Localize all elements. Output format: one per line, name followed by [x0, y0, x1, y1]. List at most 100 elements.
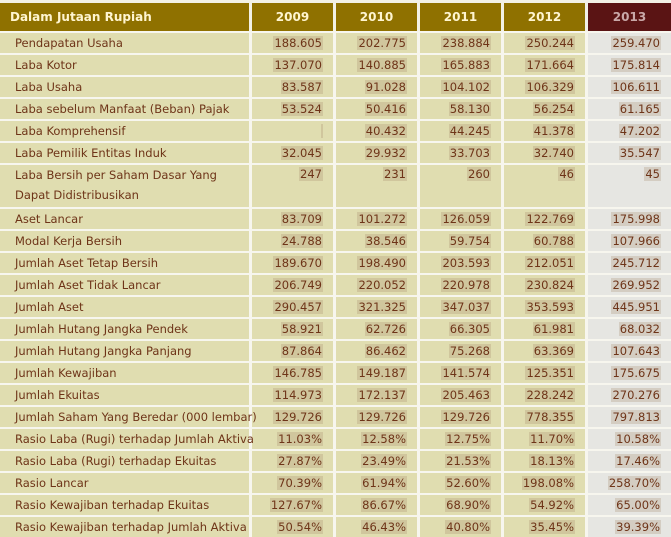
- cell-value: 61.94%: [336, 471, 420, 493]
- cell-value: 797.813: [588, 405, 671, 427]
- cell-value: 59.754: [420, 229, 504, 251]
- value-text: 61.94%: [361, 476, 407, 490]
- cell-value: 137.070: [252, 53, 336, 75]
- value-text: 33.703: [448, 146, 491, 160]
- table-row: Laba Kotor 137.070 140.885 165.883 171.664 17…: [0, 53, 671, 75]
- table-row: Rasio Kewajiban terhadap Jumlah Aktiva 50…: [0, 515, 671, 537]
- cell-value: 107.643: [588, 339, 671, 361]
- cell-value: 149.187: [336, 361, 420, 383]
- cell-value: 106.329: [504, 75, 588, 97]
- cell-value: 44.245: [420, 119, 504, 141]
- value-text: 50.416: [364, 102, 407, 116]
- table-row: Jumlah Kewajiban 146.785 149.187 141.574 125…: [0, 361, 671, 383]
- row-label: Modal Kerja Bersih: [0, 229, 252, 251]
- value-text: 188.605: [273, 36, 323, 50]
- row-label: Jumlah Aset: [0, 295, 252, 317]
- cell-value: 53.524: [252, 97, 336, 119]
- value-text: 12.58%: [361, 432, 407, 446]
- cell-value: [252, 119, 336, 141]
- value-text: 27.87%: [277, 454, 323, 468]
- cell-value: 45: [588, 163, 671, 207]
- value-text: 61.981: [532, 322, 575, 336]
- cell-value: 104.102: [420, 75, 504, 97]
- value-text: 68.032: [618, 322, 661, 336]
- row-label: Jumlah Ekuitas: [0, 383, 252, 405]
- row-label: Rasio Laba (Rugi) terhadap Ekuitas: [0, 449, 252, 471]
- cell-value: 258.70%: [588, 471, 671, 493]
- cell-value: 101.272: [336, 207, 420, 229]
- cell-value: 63.369: [504, 339, 588, 361]
- table-row: Jumlah Aset Tetap Bersih 189.670 198.490 20…: [0, 251, 671, 273]
- cell-value: 56.254: [504, 97, 588, 119]
- value-text: 24.788: [280, 234, 323, 248]
- cell-value: 66.305: [420, 317, 504, 339]
- value-text: 66.305: [448, 322, 491, 336]
- value-text: 29.932: [364, 146, 407, 160]
- value-text: 53.524: [280, 102, 323, 116]
- cell-value: 778.355: [504, 405, 588, 427]
- cell-value: 12.58%: [336, 427, 420, 449]
- cell-value: 165.883: [420, 53, 504, 75]
- row-label: Jumlah Kewajiban: [0, 361, 252, 383]
- value-text: 198.08%: [521, 476, 575, 490]
- cell-value: 205.463: [420, 383, 504, 405]
- cell-value: 83.587: [252, 75, 336, 97]
- cell-value: 127.67%: [252, 493, 336, 515]
- cell-value: 260: [420, 163, 504, 207]
- table-row: Pendapatan Usaha 188.605 202.775 238.884 250…: [0, 31, 671, 53]
- value-text: 146.785: [273, 366, 323, 380]
- cell-value: 23.49%: [336, 449, 420, 471]
- cell-value: 68.90%: [420, 493, 504, 515]
- value-text: 21.53%: [445, 454, 491, 468]
- value-text: 126.059: [441, 212, 491, 226]
- cell-value: 220.978: [420, 273, 504, 295]
- value-text: [321, 124, 323, 138]
- value-text: 165.883: [441, 58, 491, 72]
- value-text: 18.13%: [529, 454, 575, 468]
- value-text: 47.202: [618, 124, 661, 138]
- value-text: 206.749: [273, 278, 323, 292]
- row-label: Laba Bersih per Saham Dasar Yang Dapat D…: [0, 163, 252, 207]
- cell-value: 189.670: [252, 251, 336, 273]
- cell-value: 38.546: [336, 229, 420, 251]
- cell-value: 11.03%: [252, 427, 336, 449]
- cell-value: 198.490: [336, 251, 420, 273]
- row-label: Rasio Kewajiban terhadap Jumlah Aktiva: [0, 515, 252, 537]
- cell-value: 70.39%: [252, 471, 336, 493]
- value-text: 39.39%: [615, 520, 661, 534]
- cell-value: 21.53%: [420, 449, 504, 471]
- value-text: 107.643: [611, 344, 661, 358]
- value-text: 10.58%: [615, 432, 661, 446]
- cell-value: 27.87%: [252, 449, 336, 471]
- cell-value: 86.67%: [336, 493, 420, 515]
- cell-value: 269.952: [588, 273, 671, 295]
- table-row: Laba Pemilik Entitas Induk 32.045 29.932 33…: [0, 141, 671, 163]
- cell-value: 33.703: [420, 141, 504, 163]
- value-text: 353.593: [525, 300, 575, 314]
- table-row: Laba Bersih per Saham Dasar Yang Dapat D…: [0, 163, 671, 207]
- value-text: 63.369: [532, 344, 575, 358]
- cell-value: 238.884: [420, 31, 504, 53]
- value-text: 205.463: [441, 388, 491, 402]
- value-text: 175.814: [611, 58, 661, 72]
- value-text: 189.670: [273, 256, 323, 270]
- value-text: 61.165: [618, 102, 661, 116]
- row-label: Laba Komprehensif: [0, 119, 252, 141]
- table-row: Jumlah Ekuitas 114.973 172.137 205.463 228.2…: [0, 383, 671, 405]
- value-text: 129.726: [357, 410, 407, 424]
- cell-value: 12.75%: [420, 427, 504, 449]
- value-text: 11.03%: [277, 432, 323, 446]
- row-label: Jumlah Saham Yang Beredar (000 lembar): [0, 405, 257, 427]
- table-row: Laba sebelum Manfaat (Beban) Pajak 53.524…: [0, 97, 671, 119]
- cell-value: 39.39%: [588, 515, 671, 537]
- value-text: 86.462: [364, 344, 407, 358]
- cell-value: 290.457: [252, 295, 336, 317]
- financial-highlights-table: Dalam Jutaan Rupiah 2009 2010 2011 2012 …: [0, 3, 671, 537]
- cell-value: 122.769: [504, 207, 588, 229]
- value-text: 122.769: [525, 212, 575, 226]
- value-text: 60.788: [532, 234, 575, 248]
- cell-value: 212.051: [504, 251, 588, 273]
- cell-value: 68.032: [588, 317, 671, 339]
- value-text: 70.39%: [277, 476, 323, 490]
- value-text: 125.351: [525, 366, 575, 380]
